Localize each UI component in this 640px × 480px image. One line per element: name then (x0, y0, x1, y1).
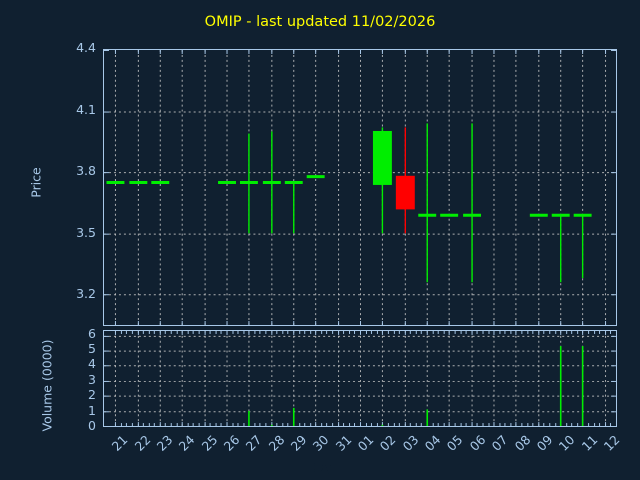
x-tick-label: 11 (578, 432, 601, 454)
price-tick-label: 3.5 (76, 224, 96, 240)
x-tick-label: 03 (399, 432, 422, 454)
price-tick-label: 3.2 (76, 286, 96, 302)
x-tick-label: 29 (287, 432, 310, 454)
x-tick-label: 08 (511, 432, 534, 454)
x-tick-label: 02 (377, 432, 399, 454)
x-tick-label: 21 (108, 432, 131, 454)
x-tick-label: 25 (198, 432, 221, 454)
price-tick-label: 3.8 (76, 163, 96, 179)
price-candles (106, 123, 592, 283)
volume-plot-area (103, 330, 617, 427)
x-tick-label: 31 (332, 432, 355, 454)
volume-tick-label: 1 (88, 402, 96, 418)
volume-tick-label: 4 (88, 356, 96, 372)
x-tick-label: 26 (220, 432, 243, 454)
x-tick-label: 24 (175, 432, 198, 454)
x-tick-label: 12 (600, 432, 623, 454)
x-tick-label: 27 (243, 432, 265, 454)
x-tick-label: 28 (265, 432, 288, 454)
volume-tick-label: 3 (88, 371, 96, 387)
price-plot-area (103, 49, 617, 326)
volume-tick-label: 2 (88, 387, 96, 403)
volume-bars (248, 346, 584, 426)
x-tick-label: 23 (153, 432, 176, 454)
volume-tick-label: 5 (88, 341, 96, 357)
chart-title: OMIP - last updated 11/02/2026 (204, 14, 436, 30)
x-tick-label: 06 (466, 432, 489, 454)
x-tick-label: 09 (533, 432, 556, 454)
x-tick-label: 04 (421, 432, 444, 454)
price-tick-label: 4.4 (76, 40, 96, 55)
price-axis-ticks: 4.4 4.1 3.8 3.5 3.2 (32, 0, 96, 480)
x-tick-label: 01 (354, 432, 377, 454)
price-gridlines (104, 50, 616, 325)
x-tick-label: 05 (444, 432, 466, 454)
x-tick-label: 30 (310, 432, 332, 454)
x-tick-label: 22 (131, 432, 154, 454)
volume-tick-label: 6 (88, 325, 96, 341)
x-tick-label: 10 (555, 432, 578, 454)
x-tick-label: 07 (488, 432, 511, 454)
x-axis-title: Day (307, 460, 333, 475)
price-tick-label: 4.1 (76, 101, 96, 117)
volume-tick-label: 0 (88, 418, 96, 433)
